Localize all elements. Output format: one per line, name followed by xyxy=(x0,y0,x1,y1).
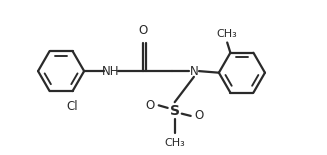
Text: O: O xyxy=(146,99,155,112)
Text: CH₃: CH₃ xyxy=(164,138,185,148)
Text: CH₃: CH₃ xyxy=(217,29,237,39)
Text: S: S xyxy=(170,104,180,118)
Text: Cl: Cl xyxy=(67,100,78,113)
Text: O: O xyxy=(195,109,204,122)
Text: NH: NH xyxy=(102,65,119,78)
Text: N: N xyxy=(190,65,198,78)
Text: O: O xyxy=(138,24,147,38)
